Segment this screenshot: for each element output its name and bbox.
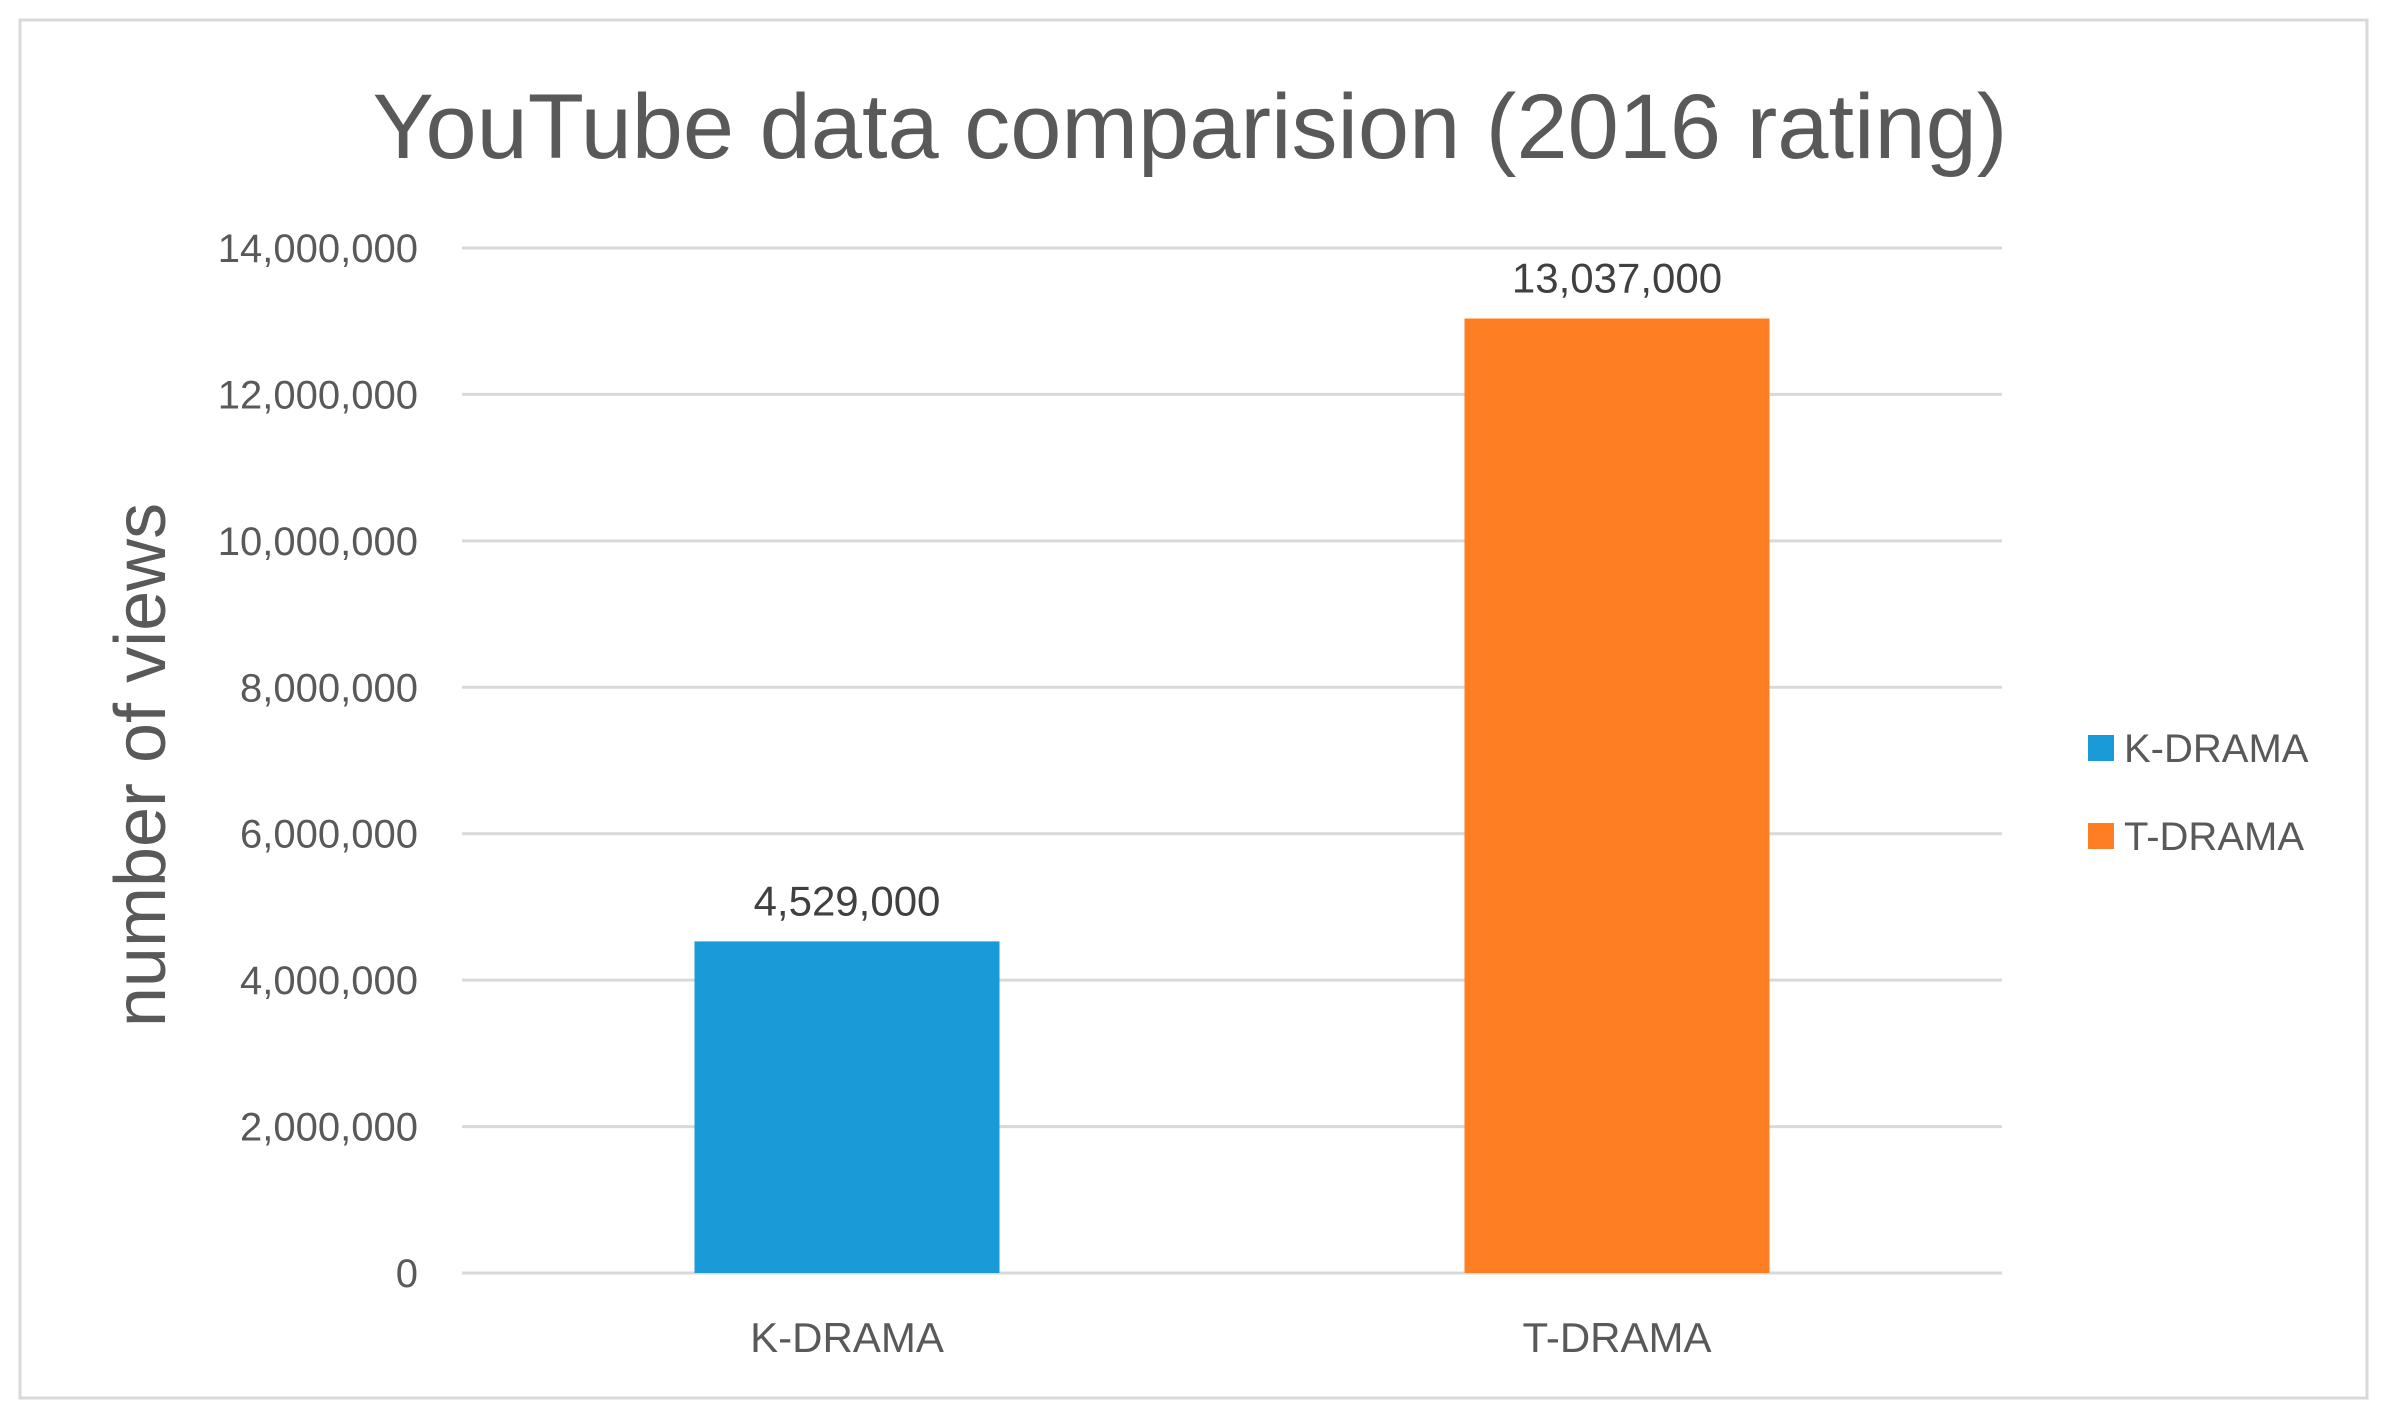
x-category-label: T-DRAMA: [1523, 1314, 1712, 1361]
x-category-label: K-DRAMA: [750, 1314, 944, 1361]
legend-swatch: [2088, 823, 2114, 849]
y-axis-label: number of views: [101, 503, 181, 1027]
y-tick-label: 2,000,000: [240, 1106, 418, 1150]
y-tick-label: 0: [396, 1252, 418, 1296]
y-tick-label: 12,000,000: [218, 373, 418, 417]
legend: K-DRAMA T-DRAMA: [2088, 727, 2309, 859]
y-axis-ticks: 0 2,000,000 4,000,000 6,000,000 8,000,000 10,…: [218, 227, 418, 1296]
bars: [694, 318, 1770, 1273]
data-label: 4,529,000: [754, 877, 941, 924]
bar-t-drama: [1464, 318, 1770, 1273]
data-label: 13,037,000: [1512, 255, 1722, 302]
x-axis-categories: K-DRAMA T-DRAMA: [750, 1314, 1711, 1361]
y-tick-label: 14,000,000: [218, 227, 418, 271]
legend-label: K-DRAMA: [2124, 727, 2309, 771]
y-tick-label: 10,000,000: [218, 520, 418, 564]
chart-border: [18, 18, 2369, 1400]
data-labels: 4,529,000 13,037,000: [754, 255, 1723, 925]
chart-title: YouTube data comparision (2016 rating): [373, 76, 2008, 178]
bar-k-drama: [694, 941, 1000, 1273]
y-tick-label: 8,000,000: [240, 666, 418, 710]
legend-label: T-DRAMA: [2124, 815, 2304, 859]
y-tick-label: 6,000,000: [240, 813, 418, 857]
legend-swatch: [2088, 735, 2114, 761]
y-tick-label: 4,000,000: [240, 959, 418, 1003]
